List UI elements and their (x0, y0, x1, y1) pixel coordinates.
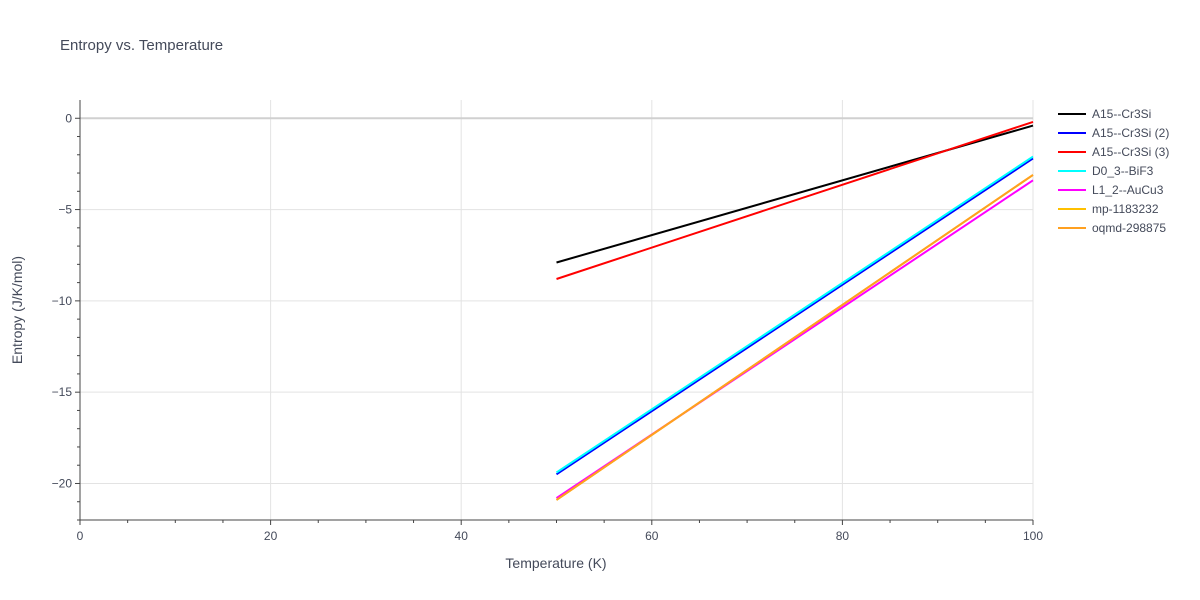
legend-item[interactable]: mp-1183232 (1058, 202, 1159, 216)
legend-label: A15--Cr3Si (1092, 107, 1151, 121)
y-axis-title: Entropy (J/K/mol) (9, 256, 25, 364)
series-line (556, 120, 1034, 280)
series-line (555, 157, 1034, 476)
legend-label: A15--Cr3Si (2) (1092, 126, 1169, 140)
legend-item[interactable]: A15--Cr3Si (3) (1058, 145, 1169, 159)
x-tick-label: 80 (836, 529, 850, 543)
x-tick-label: 40 (455, 529, 469, 543)
x-axis-ticks: 0 20 40 60 80 100 (77, 520, 1043, 543)
legend-item[interactable]: oqmd-298875 (1058, 221, 1166, 235)
legend-label: L1_2--AuCu3 (1092, 183, 1164, 197)
y-tick-label: −10 (52, 294, 73, 308)
y-axis-ticks: 0 −5 −10 −15 −20 (52, 111, 80, 521)
legend: A15--Cr3Si A15--Cr3Si (2) A15--Cr3Si (3) D0… (1058, 107, 1169, 235)
x-axis-title: Temperature (K) (505, 555, 606, 571)
grid (80, 100, 1034, 520)
legend-item[interactable]: L1_2--AuCu3 (1058, 183, 1164, 197)
series-line (555, 174, 1034, 501)
y-tick-label: −20 (52, 476, 73, 490)
legend-label: mp-1183232 (1092, 202, 1159, 216)
chart-title: Entropy vs. Temperature (60, 37, 223, 54)
y-tick-label: −15 (52, 385, 73, 399)
y-tick-label: −5 (58, 203, 72, 217)
legend-item[interactable]: A15--Cr3Si (2) (1058, 126, 1169, 140)
legend-label: D0_3--BiF3 (1092, 164, 1154, 178)
series-lines (555, 120, 1034, 501)
series-line (555, 155, 1034, 474)
legend-label: A15--Cr3Si (3) (1092, 145, 1169, 159)
y-tick-label: 0 (65, 111, 72, 125)
legend-item[interactable]: A15--Cr3Si (1058, 107, 1151, 121)
axes (79, 100, 1033, 521)
legend-item[interactable]: D0_3--BiF3 (1058, 164, 1154, 178)
x-tick-label: 0 (77, 529, 84, 543)
legend-label: oqmd-298875 (1092, 221, 1166, 235)
x-tick-label: 100 (1023, 529, 1043, 543)
x-tick-label: 20 (264, 529, 278, 543)
x-tick-label: 60 (645, 529, 659, 543)
